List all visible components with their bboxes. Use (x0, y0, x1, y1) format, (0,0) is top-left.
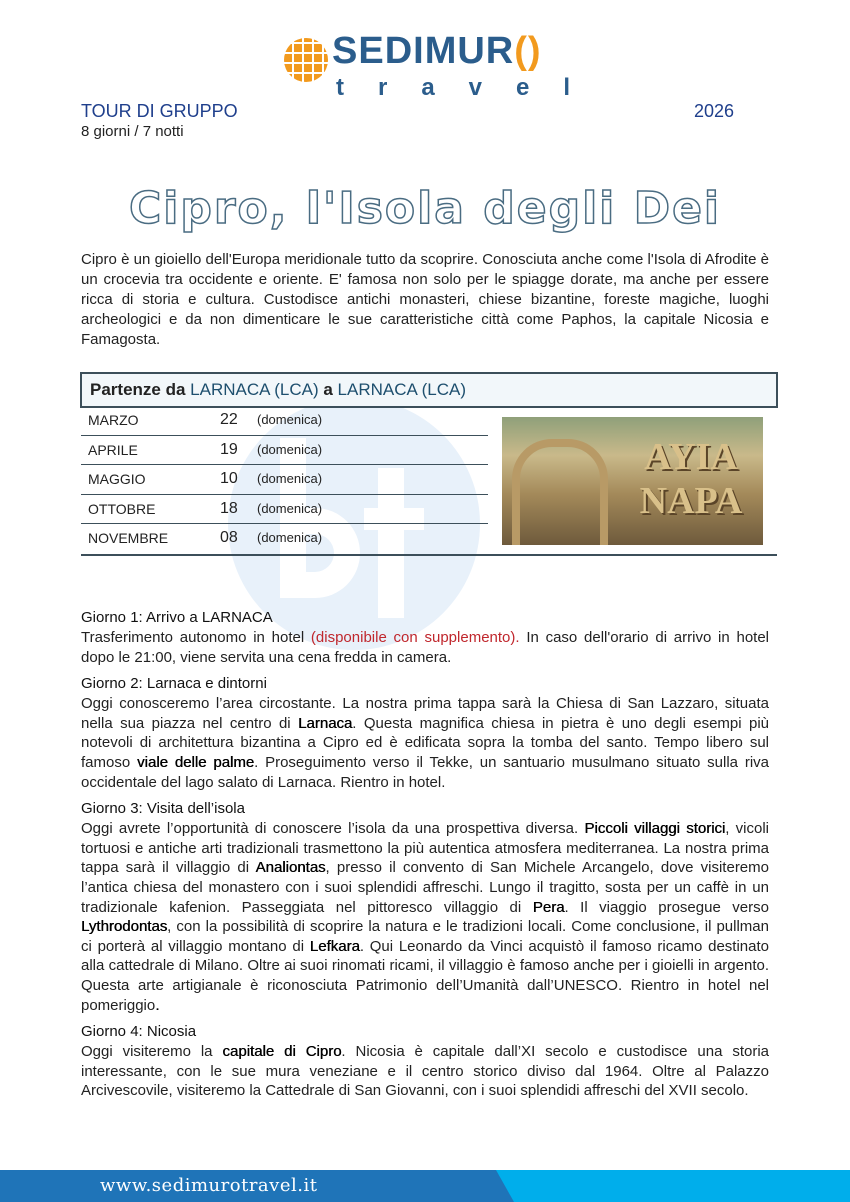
footer-accent (496, 1170, 850, 1202)
body-text: Oggi visiteremo la (81, 1043, 223, 1061)
body-text: . Nicosia è capitale dall’XI secolo e cu… (81, 1043, 769, 1100)
highlight-text: viale delle palme (137, 753, 255, 771)
tour-type: TOUR DI GRUPPO (81, 101, 238, 121)
page-title: Cipro, l'Isola degli Dei (128, 182, 722, 235)
body-text: , con la possibilità di scoprire la natu… (81, 918, 769, 955)
body-text: . Proseguimento verso il Tekke, un santu… (81, 753, 770, 791)
highlight-text: Lefkara (309, 937, 360, 955)
sedimuro-logo: SEDIMUR() travel (284, 30, 584, 104)
globe-icon (284, 38, 328, 82)
body-text: . Il viaggio prosegue verso (564, 898, 769, 916)
day-description: Oggi visiteremo la capitale di Cipro. Ni… (81, 1042, 769, 1101)
note-text: (disponibile con supplemento). (310, 629, 520, 646)
highlight-text: . (155, 996, 160, 1014)
body-text: . Questa magnifica chiesa in pietra è un… (81, 714, 770, 771)
highlight-text: Lythrodontas (81, 918, 168, 936)
departure-city: LARNACA (LCA) (190, 380, 319, 399)
highlight-text: Piccoli villaggi storici (584, 820, 726, 838)
table-row: OTTOBRE 18 (domenica) (81, 495, 488, 525)
highlight-text: capitale di Cipro (222, 1043, 342, 1061)
day-title: Giorno 2: Larnaca e dintorni (81, 675, 267, 693)
itinerary: Giorno 1: Arrivo a LARNACA Trasferimento … (81, 608, 769, 1108)
return-city: LARNACA (LCA) (337, 380, 467, 399)
highlight-text: Larnaca (298, 714, 353, 732)
photo-caption: AYIA NAPA (639, 436, 743, 522)
watermark-f-stem (378, 468, 404, 618)
day-title: Giorno 1: Arrivo a LARNACA (81, 609, 273, 626)
logo-text: SEDIMUR (332, 30, 515, 72)
body-text: Oggi conosceremo l’area circostante. La … (81, 695, 769, 732)
day-description: Trasferimento autonomo in hotel (disponi… (81, 628, 769, 667)
logo-accent: () (514, 30, 542, 72)
footer: www.sedimurotravel.it (0, 1170, 850, 1202)
table-row: MARZO 22 (domenica) (81, 406, 488, 436)
watermark-f-bar (364, 508, 424, 530)
ayia-napa-photo: AYIA NAPA (502, 417, 763, 545)
body-text: Trasferimento autonomo in hotel (81, 629, 311, 646)
highlight-text: Pera (532, 898, 565, 916)
table-row: NOVEMBRE 08 (domenica) (88, 529, 323, 547)
day-description: Oggi avrete l’opportunità di conoscere l… (81, 819, 769, 1015)
departures-header: Partenze da LARNACA (LCA) a LARNACA (LCA… (80, 372, 778, 408)
departures-table: MARZO 22 (domenica) APRILE 19 (domenica) MAG… (81, 406, 488, 553)
divider (81, 554, 777, 556)
body-text: , vicoli tortuosi e antiche arti tradizi… (81, 820, 769, 877)
website-link[interactable]: www.sedimurotravel.it (100, 1175, 318, 1196)
intro-paragraph: Cipro è un gioiello dell'Europa meridion… (81, 251, 769, 348)
body-text: . Qui Leonardo da Vinci acquistò il famo… (81, 937, 769, 1014)
day-title: Giorno 3: Visita dell’isola (81, 800, 245, 818)
body-text: , presso il convento di San Michele Arca… (81, 859, 769, 916)
tour-year: 2026 (693, 101, 734, 121)
body-text: Oggi avrete l’opportunità di conoscere l… (81, 820, 585, 838)
heart-sculpture (512, 439, 608, 545)
day-title: Giorno 4: Nicosia (81, 1023, 197, 1041)
table-row: APRILE 19 (domenica) (81, 436, 488, 466)
table-row: MAGGIO 10 (domenica) (81, 465, 488, 495)
logo-subtext: travel (336, 74, 605, 101)
highlight-text: Analiontas (255, 859, 326, 877)
body-text: In caso dell'orario di arrivo in hotel d… (81, 629, 769, 666)
tour-duration: 8 giorni / 7 notti (81, 123, 184, 140)
day-description: Oggi conosceremo l’area circostante. La … (81, 694, 769, 792)
